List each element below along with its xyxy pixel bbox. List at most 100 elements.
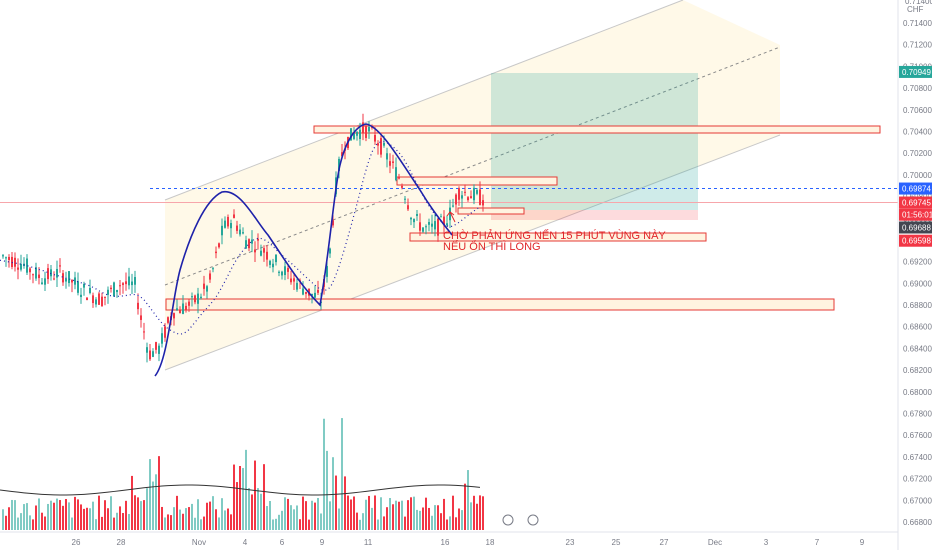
candle-body <box>263 248 265 253</box>
candle-body <box>428 222 430 225</box>
volume-bar <box>5 515 7 530</box>
volume-bar <box>65 499 67 530</box>
entry-zone <box>457 207 525 215</box>
volume-bar <box>266 506 268 530</box>
candle-body <box>122 283 124 286</box>
volume-bar <box>41 512 43 530</box>
candle-body <box>455 194 457 205</box>
candle-body <box>146 347 148 353</box>
candle-body <box>68 271 70 284</box>
volume-bar <box>461 510 463 530</box>
volume-bar <box>332 457 334 530</box>
volume-bar <box>482 496 484 530</box>
y-tick-label: 0.67600 <box>903 431 932 440</box>
volume-average-line <box>0 484 481 496</box>
candle-body <box>59 265 61 267</box>
drawn-wave-line <box>154 123 453 377</box>
volume-bar <box>302 496 304 530</box>
candle-body <box>386 153 388 160</box>
candle-body <box>281 271 283 276</box>
volume-bar <box>245 449 247 530</box>
volume-bar <box>104 500 106 530</box>
candle-body <box>449 207 451 221</box>
candle-body <box>5 257 7 259</box>
candle-body <box>71 279 73 283</box>
candle-body <box>452 205 454 207</box>
x-tick-label: 27 <box>660 538 669 547</box>
volume-bar <box>17 517 19 530</box>
volume-bar <box>254 460 256 530</box>
volume-bars <box>2 418 484 530</box>
volume-bar <box>20 513 22 530</box>
candle-body <box>41 282 43 284</box>
volume-bar <box>404 516 406 530</box>
candle-body <box>26 258 28 273</box>
volume-bar <box>230 514 232 530</box>
annotation-arrow-head <box>446 211 455 217</box>
candle-body <box>479 189 481 205</box>
y-tick-label: 0.67000 <box>903 496 932 505</box>
y-tick-label: 0.68600 <box>903 323 932 332</box>
volume-bar <box>8 507 10 530</box>
candle-body <box>407 205 409 210</box>
volume-bar <box>86 507 88 530</box>
volume-bar <box>359 519 361 530</box>
volume-bar <box>395 500 397 530</box>
stop-loss-zone <box>491 210 698 220</box>
volume-bar <box>248 488 250 530</box>
volume-bar <box>158 456 160 530</box>
candle-body <box>398 177 400 179</box>
volume-bar <box>77 499 79 530</box>
volume-bar <box>350 499 352 530</box>
candle-body <box>470 196 472 199</box>
support-zone-bottom <box>165 298 835 311</box>
volume-bar <box>89 508 91 530</box>
volume-bar <box>377 519 379 530</box>
volume-bar <box>14 500 16 530</box>
price-tag <box>899 208 932 221</box>
candle-body <box>257 238 259 241</box>
candle-body <box>221 225 223 236</box>
candle-body <box>461 195 463 199</box>
volume-bar <box>356 512 358 530</box>
volume-bar <box>296 505 298 530</box>
candle-body <box>203 283 205 289</box>
candle-body <box>377 143 379 146</box>
candle-body <box>236 225 238 231</box>
candle-body <box>158 345 160 354</box>
volume-bar <box>434 505 436 530</box>
y-tick-label: 0.67200 <box>903 475 932 484</box>
candle-body <box>329 248 331 254</box>
volume-bar <box>119 506 121 530</box>
candle-body <box>35 267 37 279</box>
candle-body <box>230 223 232 229</box>
candle-body <box>350 128 352 141</box>
candle-body <box>284 266 286 276</box>
volume-bar <box>476 503 478 530</box>
candle-body <box>464 191 466 193</box>
event-markers <box>502 514 539 526</box>
price-axis-background <box>898 0 932 550</box>
candle-body <box>173 313 175 319</box>
volume-bar <box>50 500 52 530</box>
candle-body <box>77 281 79 293</box>
candle-body <box>362 122 364 134</box>
candle-body <box>182 303 184 314</box>
candle-body <box>359 129 361 139</box>
event-marker-icon <box>527 514 539 526</box>
candle-body <box>215 251 217 254</box>
volume-bar <box>362 513 364 530</box>
volume-bar <box>365 499 367 530</box>
volume-bar <box>416 509 418 530</box>
candle-body <box>332 220 334 226</box>
volume-bar <box>386 507 388 530</box>
axis-top-price: 0.71400 <box>905 0 932 6</box>
candle-body <box>101 296 103 306</box>
candle-body <box>218 243 220 248</box>
candle-body <box>266 251 268 260</box>
volume-bar <box>239 465 241 530</box>
volume-bar <box>74 496 76 530</box>
